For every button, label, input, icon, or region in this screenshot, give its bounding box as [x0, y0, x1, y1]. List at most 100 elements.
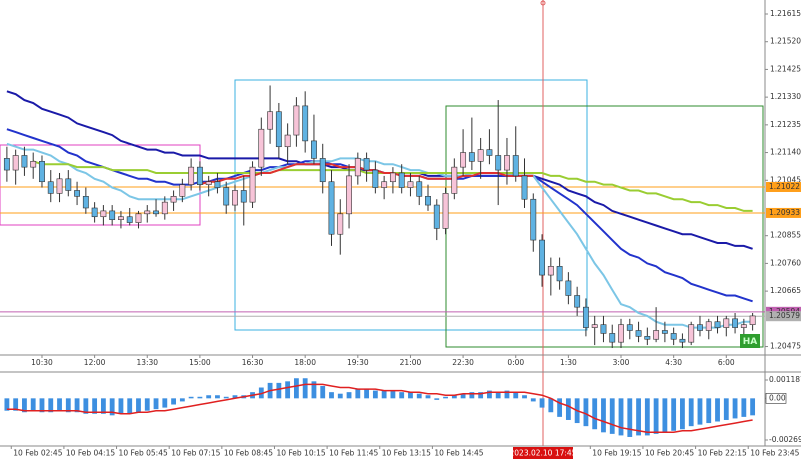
histogram-bar: [74, 398, 80, 413]
histogram-bar: [627, 398, 633, 437]
x-tick-label: 13:30: [136, 358, 158, 367]
histogram-bar: [390, 390, 396, 399]
y-tick-label: 1.21140: [770, 148, 801, 157]
histogram-bar: [329, 392, 334, 399]
histogram-bar: [706, 398, 712, 424]
candle-body: [582, 306, 589, 328]
candle-body: [249, 166, 256, 203]
histogram-bar: [495, 392, 501, 399]
histogram-bar: [22, 398, 27, 413]
candle-body: [512, 155, 519, 177]
histogram-bar: [232, 395, 238, 399]
y-tick-label: 1.20665: [770, 286, 801, 295]
histogram-bar: [48, 398, 54, 413]
candle-body: [346, 175, 352, 215]
histogram-bar: [609, 398, 615, 434]
histogram-bar: [425, 395, 431, 399]
histogram-bar: [416, 393, 422, 399]
candle-body: [539, 239, 545, 276]
candle-body: [442, 193, 449, 229]
histogram-bar: [723, 398, 729, 420]
y-tick-label: 1.20760: [770, 258, 801, 267]
histogram-bar: [92, 398, 98, 414]
candle-body: [723, 318, 730, 328]
histogram-bar: [320, 385, 326, 399]
x-tick-label: 18:00: [294, 358, 316, 367]
histogram-bar: [302, 378, 308, 399]
histogram-bar: [30, 398, 36, 411]
crosshair-box: [513, 447, 573, 459]
histogram-bar: [522, 395, 527, 399]
candle-body: [565, 280, 572, 296]
histogram-bar: [741, 398, 747, 417]
candle-body: [425, 196, 431, 206]
candle-body: [547, 266, 554, 276]
crosshair-label: 2023.02.10 17:45: [510, 449, 577, 458]
x-tick-label: 10 Feb 04:15: [66, 449, 115, 458]
histogram-bar: [697, 398, 703, 425]
price-level-label: 1.20933: [769, 208, 800, 217]
x-tick-label: 19:30: [347, 358, 369, 367]
histogram-bar: [469, 392, 475, 399]
histogram-bar: [530, 398, 536, 402]
histogram-bar: [636, 398, 641, 436]
candle-body: [635, 330, 642, 337]
candle-body: [407, 181, 414, 188]
histogram-bar: [144, 398, 150, 411]
candle-body: [740, 324, 747, 328]
x-tick-label: 21:00: [400, 358, 422, 367]
histogram-bar: [4, 398, 10, 411]
candle-body: [267, 111, 274, 130]
histogram-bar: [662, 398, 668, 433]
histogram-bar: [276, 382, 282, 399]
candle-body: [653, 330, 660, 340]
candle-body: [626, 324, 633, 331]
histogram-bar: [100, 398, 106, 414]
signal-line: [6, 383, 753, 434]
candle-body: [275, 111, 282, 148]
x-tick-label: 10 Feb 13:15: [382, 449, 431, 458]
histogram-bar: [504, 390, 510, 399]
histogram-bar: [136, 398, 141, 413]
candle-body: [389, 172, 396, 183]
candle-body: [468, 152, 475, 162]
candle-body: [337, 213, 344, 235]
badge: HA: [743, 337, 758, 347]
candle-body: [3, 158, 10, 171]
y-tick-label: -0.002696: [769, 435, 801, 444]
histogram-bar: [372, 390, 378, 399]
histogram-bar: [618, 398, 624, 436]
candle-body: [574, 295, 581, 308]
candle-body: [688, 324, 695, 343]
histogram-bar: [83, 398, 89, 414]
histogram-bar: [179, 398, 185, 402]
zero-box: [765, 393, 787, 404]
x-tick-label: 22:30: [452, 358, 474, 367]
candle-body: [302, 105, 309, 142]
histogram-bar: [399, 392, 405, 399]
histogram-bar: [434, 398, 440, 400]
price-level-label: 1.20579: [769, 311, 800, 320]
x-tick-label: 15:00: [189, 358, 211, 367]
candle-body: [433, 204, 440, 229]
histogram-bar: [601, 398, 606, 433]
y-tick-label: 0.00: [769, 393, 786, 402]
price-level-box: [766, 181, 801, 192]
candle-body: [556, 266, 563, 282]
y-tick-label: 1.21330: [770, 92, 801, 101]
candle-body: [223, 187, 230, 206]
histogram-bar: [539, 398, 545, 408]
candle-body: [714, 321, 721, 328]
candle-body: [679, 338, 686, 343]
candle-body: [135, 213, 142, 223]
y-tick-label: 1.21520: [770, 37, 801, 46]
candle-body: [661, 330, 668, 334]
x-tick-label: 10:30: [31, 358, 53, 367]
candle-body: [91, 207, 98, 218]
candle-body: [188, 166, 195, 185]
x-tick-label: 10 Feb 22:15: [698, 449, 747, 458]
histogram-bar: [39, 398, 45, 413]
histogram-bar: [644, 398, 650, 436]
y-tick-label: 1.21425: [770, 64, 801, 73]
